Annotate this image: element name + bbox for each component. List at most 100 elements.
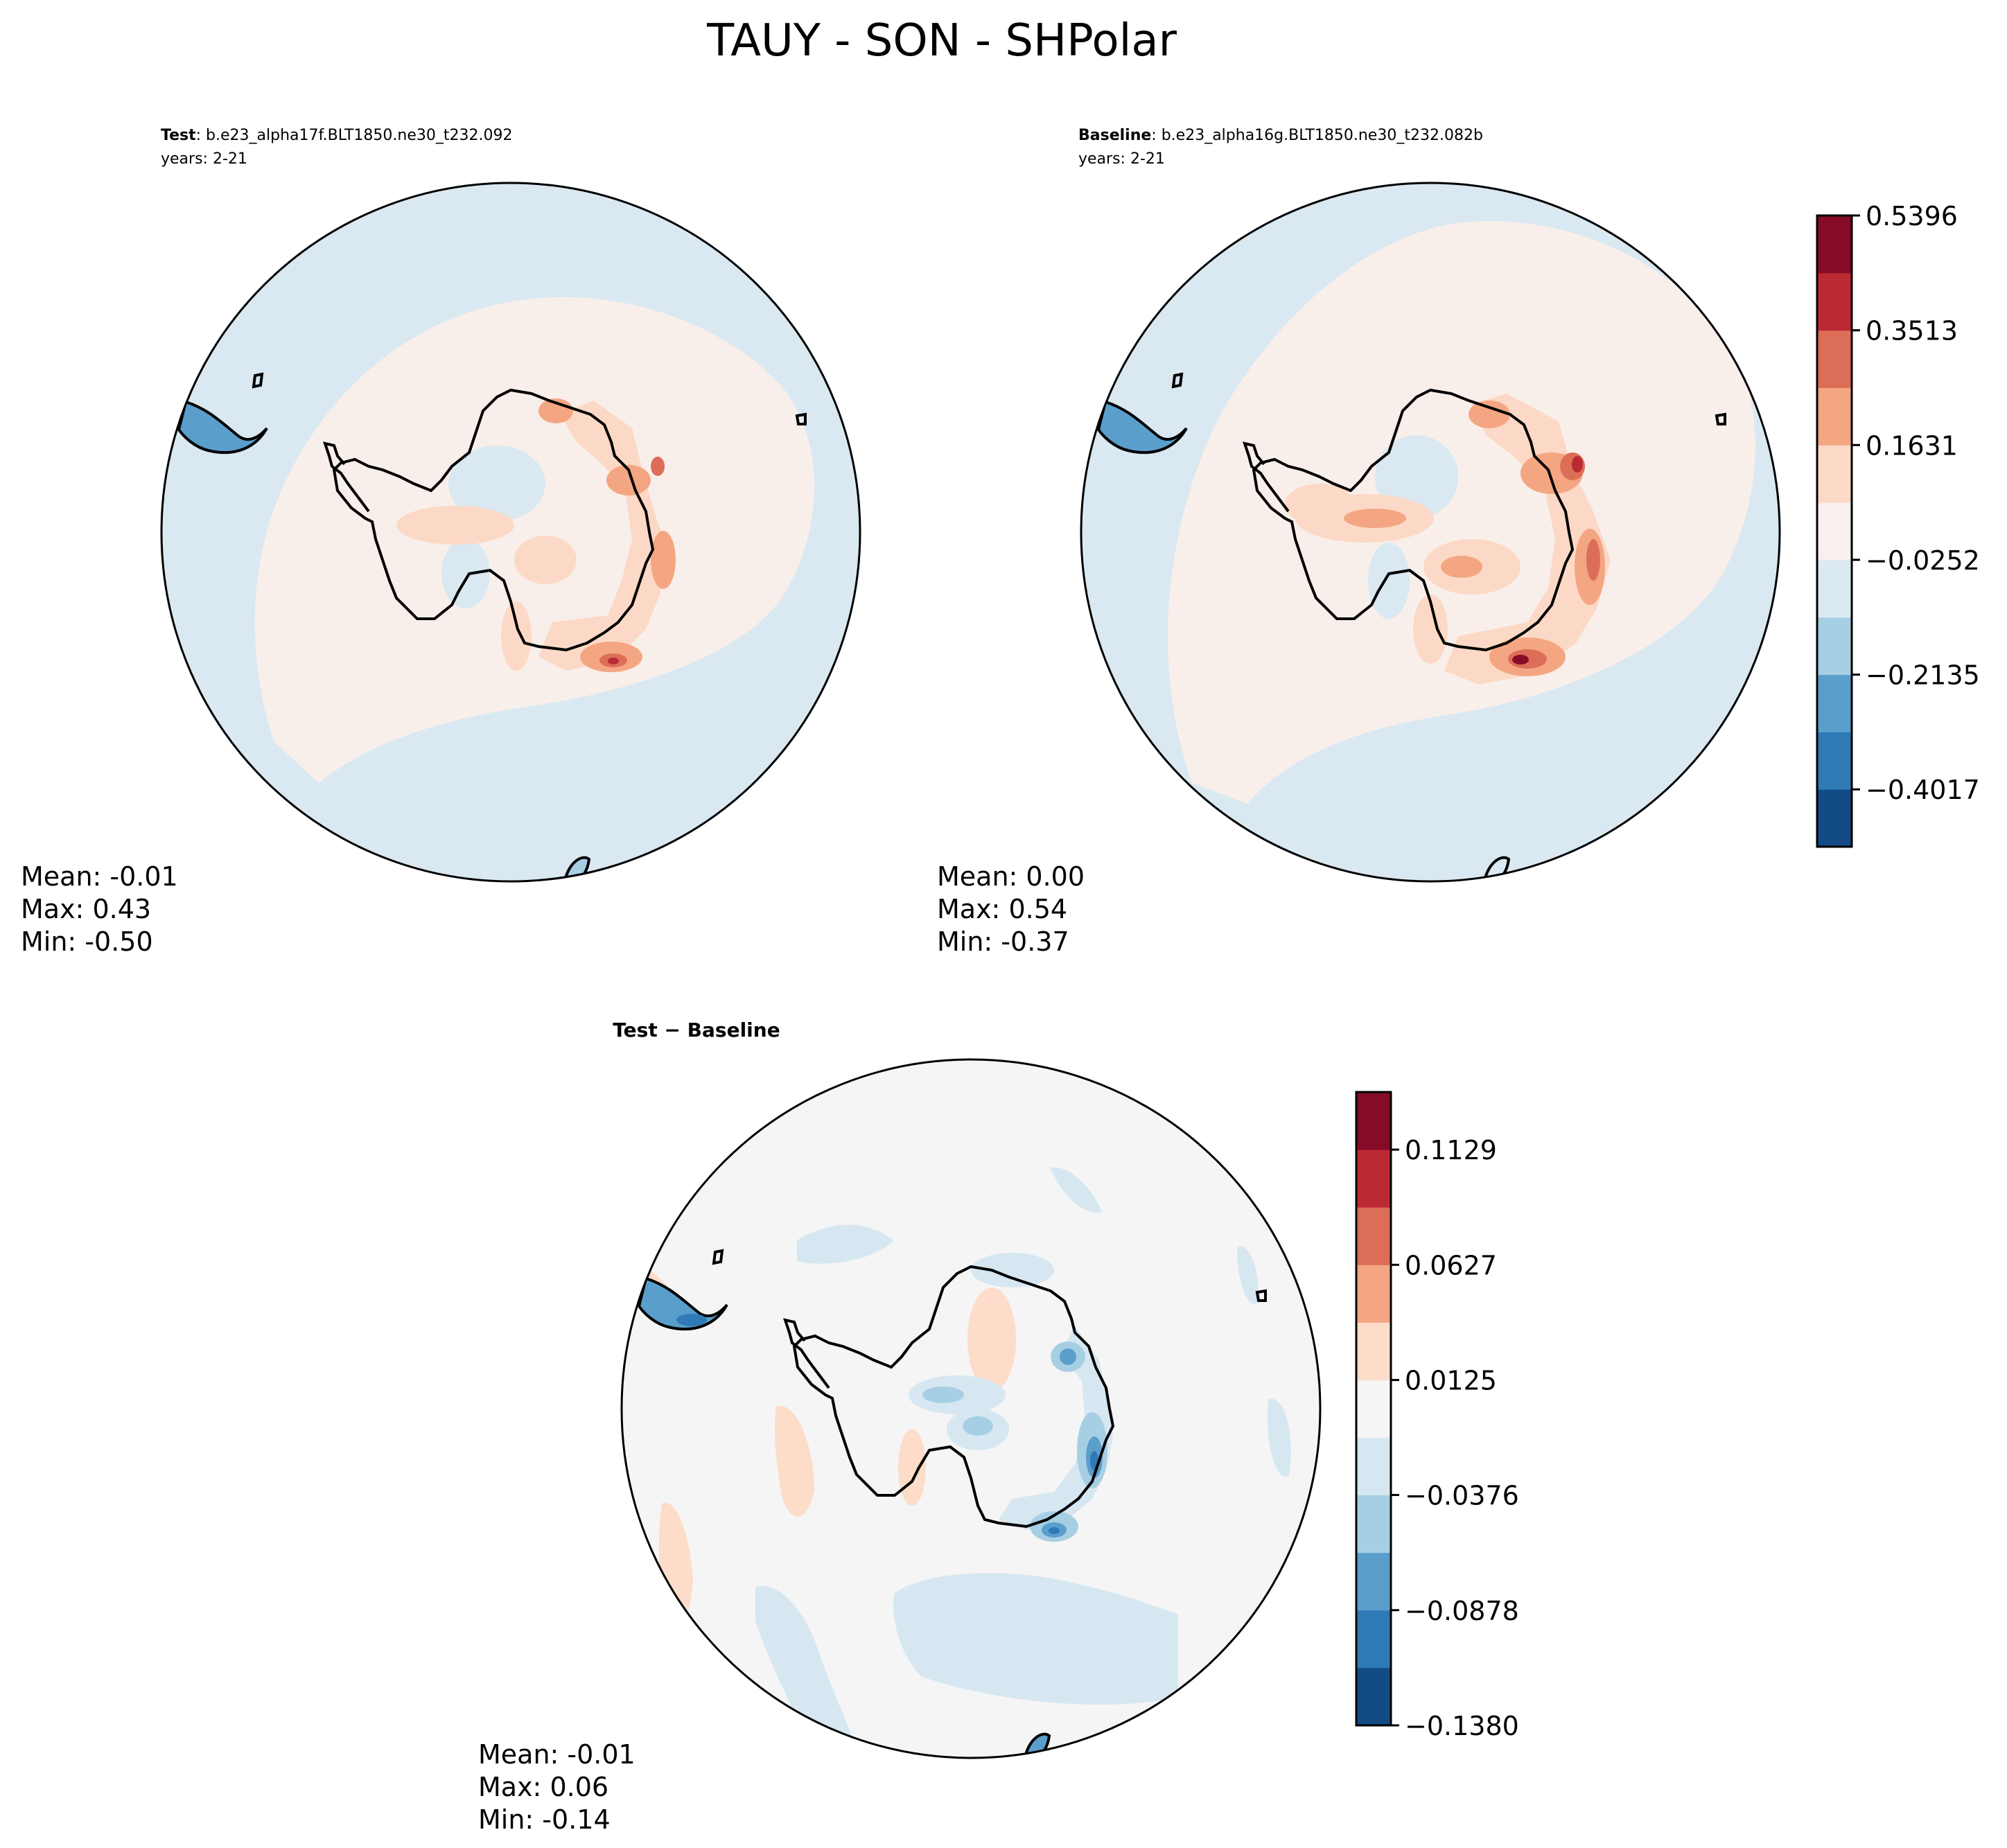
colorbar-1-swatch-6 [1817, 445, 1852, 503]
test-stat-min: Min: -0.50 [21, 926, 153, 957]
test-title-bold: Test [161, 127, 196, 144]
colorbar-1-tick-label-2: −0.0252 [1866, 545, 1980, 576]
colorbar-1-tick-label-1: −0.2135 [1866, 660, 1980, 691]
baseline-positive-patch-4 [1413, 595, 1448, 664]
colorbar-1-tick-label-4: 0.3513 [1866, 316, 1958, 346]
colorbar-2-swatch-8 [1356, 1207, 1391, 1265]
baseline-title-rest: : b.e23_alpha16g.BLT1850.ne30_t232.082b [1151, 127, 1483, 144]
baseline-title-bold: Baseline [1078, 127, 1151, 144]
test-years: years: 2-21 [161, 150, 247, 168]
difference-mid-negative-5 [963, 1416, 993, 1436]
test-mid-patch-1 [606, 465, 651, 495]
colorbar-1-tick-label-3: 0.1631 [1866, 430, 1958, 461]
baseline-mid-patch-5 [1344, 509, 1406, 528]
baseline-max-patch-1 [1512, 655, 1529, 665]
baseline-interior-negative-2 [1368, 543, 1410, 619]
difference-negative-band-2 [755, 1585, 859, 1758]
colorbar-test-baseline: −0.4017 −0.2135 −0.0252 0.1631 0.3513 0.5396 [1816, 201, 1980, 848]
test-stat-max: Max: 0.43 [21, 894, 151, 924]
difference-stat-max: Max: 0.06 [478, 1772, 608, 1802]
colorbar-1-swatch-3 [1817, 617, 1852, 676]
difference-stat-min: Min: -0.14 [478, 1804, 611, 1835]
test-strong-patch-2 [651, 457, 665, 476]
colorbar-2-tick-label-3: 0.0125 [1405, 1366, 1497, 1396]
colorbar-2-swatch-2 [1356, 1552, 1391, 1611]
colorbar-1-frame [1816, 214, 1853, 848]
baseline-panel-title: Baseline: b.e23_alpha16g.BLT1850.ne30_t2… [1078, 127, 1483, 144]
colorbar-2-tick-label-2: −0.0376 [1405, 1481, 1519, 1511]
difference-panel-title: Test − Baseline [613, 1019, 780, 1041]
colorbar-2-tick-label-5: 0.1129 [1405, 1135, 1497, 1165]
difference-negative-band-3 [797, 1224, 894, 1264]
colorbar-2-swatch-9 [1356, 1150, 1391, 1208]
baseline-mid-patch-4 [1469, 401, 1510, 428]
baseline-map-boundary [1080, 182, 1781, 883]
colorbar-2-swatch-4 [1356, 1437, 1391, 1496]
difference-negative-band-1 [893, 1573, 1178, 1705]
colorbar-2-swatch-3 [1356, 1495, 1391, 1554]
test-mid-patch-2 [651, 531, 676, 589]
difference-strong-negative-3 [1060, 1348, 1076, 1365]
test-positive-patch-2 [514, 536, 577, 584]
difference-negative-band-5 [1237, 1246, 1259, 1304]
difference-stat-mean: Mean: -0.01 [478, 1739, 636, 1770]
colorbar-2-tick-label-1: −0.0878 [1405, 1596, 1519, 1626]
test-map-boundary [160, 182, 861, 883]
difference-mid-negative-4 [922, 1387, 964, 1403]
colorbar-2-swatch-7 [1356, 1265, 1391, 1323]
difference-positive-patch-1 [967, 1287, 1016, 1391]
baseline-island-1 [1171, 372, 1184, 389]
difference-panel: Test − Baseline [478, 1019, 1519, 1835]
test-panel-title: Test: b.e23_alpha17f.BLT1850.ne30_t232.0… [161, 127, 512, 144]
colorbar-1-swatch-1 [1817, 732, 1852, 790]
colorbar-1-swatch-5 [1817, 502, 1852, 561]
test-interior-negative-2 [441, 539, 490, 608]
test-map [161, 183, 860, 881]
difference-strongest-negative-2 [1049, 1527, 1060, 1534]
colorbar-2-swatch-6 [1356, 1322, 1391, 1381]
test-panel: Test: b.e23_alpha17f.BLT1850.ne30_t232.0… [21, 127, 861, 957]
baseline-stat-max: Max: 0.54 [937, 894, 1067, 924]
colorbar-1-swatch-10 [1817, 215, 1852, 274]
difference-island-1 [712, 1249, 724, 1265]
test-island-1 [252, 372, 264, 389]
difference-south-america-tip [637, 1276, 728, 1331]
test-positive-patch-1 [396, 506, 514, 545]
test-island-2 [795, 412, 807, 425]
baseline-strong-patch-3 [1586, 539, 1600, 581]
test-stat-mean: Mean: -0.01 [21, 861, 178, 892]
baseline-island-2 [1715, 412, 1726, 425]
colorbar-2-swatch-10 [1356, 1092, 1391, 1150]
baseline-stat-mean: Mean: 0.00 [937, 861, 1085, 892]
difference-negative-band-6 [1268, 1398, 1291, 1477]
colorbar-1-swatch-8 [1817, 330, 1852, 388]
difference-positive-patch-2 [898, 1429, 926, 1506]
colorbar-1-swatch-9 [1817, 272, 1852, 331]
baseline-panel: Baseline: b.e23_alpha16g.BLT1850.ne30_t2… [937, 127, 1980, 957]
colorbar-2-tick-label-4: 0.0627 [1405, 1250, 1497, 1281]
difference-map-boundary [620, 1058, 1322, 1759]
colorbar-2-swatch-5 [1356, 1380, 1391, 1438]
baseline-positive-patch-3 [1285, 484, 1354, 525]
colorbar-1-tick-label-5: 0.5396 [1866, 201, 1958, 231]
baseline-map [1081, 183, 1780, 881]
test-title-rest: : b.e23_alpha17f.BLT1850.ne30_t232.092 [196, 127, 513, 144]
baseline-stat-min: Min: -0.37 [937, 926, 1069, 957]
difference-positive-band-1 [774, 1406, 814, 1517]
test-max-patch [608, 658, 619, 665]
difference-south-america-strong [676, 1314, 707, 1326]
baseline-ocean-positive-band [1168, 221, 1755, 804]
difference-map [622, 1059, 1320, 1758]
colorbar-2-swatch-0 [1356, 1667, 1391, 1726]
colorbar-2-tick-label-0: −0.1380 [1405, 1711, 1519, 1741]
test-positive-patch-3 [501, 601, 532, 671]
baseline-mid-patch-6 [1441, 556, 1482, 578]
colorbar-1-tick-label-0: −0.4017 [1866, 775, 1980, 805]
test-south-america-tip [177, 400, 268, 455]
difference-negative-band-4 [1050, 1167, 1102, 1213]
colorbar-2-swatch-1 [1356, 1610, 1391, 1669]
colorbar-1-swatch-2 [1817, 674, 1852, 732]
difference-negative-patch-3 [971, 1253, 1054, 1287]
colorbar-1-swatch-7 [1817, 387, 1852, 446]
